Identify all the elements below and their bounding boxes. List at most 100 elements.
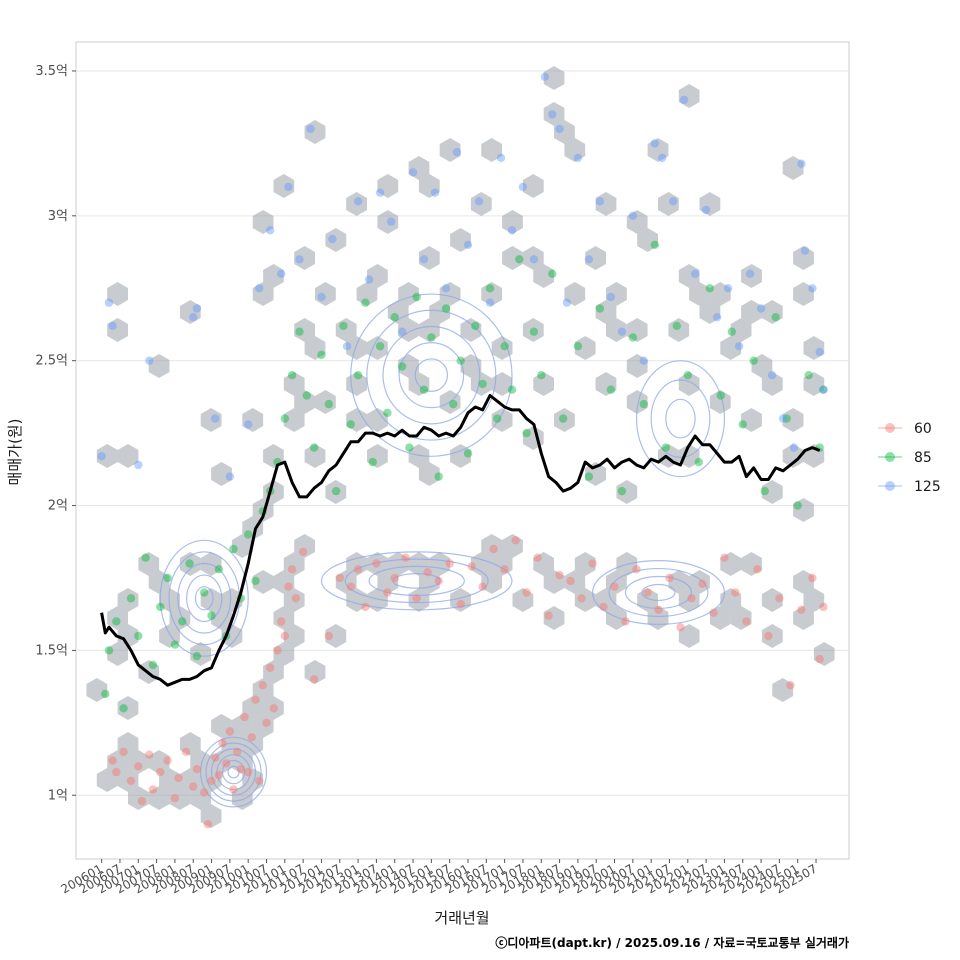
point-85 <box>324 399 333 409</box>
point-60 <box>163 756 172 765</box>
hexbin-cell <box>678 84 700 108</box>
point-125 <box>595 197 605 206</box>
point-60 <box>280 631 289 641</box>
point-60 <box>255 776 264 785</box>
hexbin-cell <box>325 624 347 648</box>
point-125 <box>540 72 550 82</box>
point-125 <box>134 460 143 470</box>
point-60 <box>277 617 286 626</box>
hexbin-cell <box>418 318 440 342</box>
density-contour <box>635 360 726 478</box>
point-60 <box>229 785 238 794</box>
point-60 <box>687 594 696 603</box>
point-60 <box>233 747 242 756</box>
point-60 <box>577 594 586 603</box>
hexbin-cell <box>741 264 762 288</box>
point-125 <box>317 292 326 302</box>
hexbin-cell <box>512 588 534 612</box>
hexbin-cell <box>304 120 326 144</box>
point-125 <box>266 226 275 235</box>
point-125 <box>306 124 315 134</box>
hexbin-cell <box>294 534 315 558</box>
hexbin-cell <box>252 678 274 702</box>
hexbin-cell <box>211 606 232 630</box>
legend: 60 85 125 <box>878 421 941 495</box>
hexbin-cell <box>626 390 648 414</box>
point-125 <box>284 182 293 192</box>
hexbin-cell <box>252 714 274 738</box>
hexbin-cell <box>263 444 284 468</box>
hexbin-cell <box>273 174 295 198</box>
y-tick-label: 3.5억 <box>35 64 68 79</box>
hexbin-cell <box>522 246 544 270</box>
density-contour <box>320 551 513 611</box>
point-125 <box>701 205 711 215</box>
point-85 <box>390 313 399 322</box>
point-60 <box>262 718 271 727</box>
point-85 <box>148 660 158 670</box>
hexbin-cell <box>533 552 554 576</box>
hexbin-cell <box>408 588 430 612</box>
hexbin-cell <box>377 174 399 198</box>
point-85 <box>471 321 480 331</box>
point-125 <box>745 269 755 278</box>
point-60 <box>544 611 553 620</box>
point-60 <box>112 767 121 777</box>
point-125 <box>97 452 106 461</box>
point-60 <box>269 704 278 713</box>
hexbin-cell <box>304 660 326 684</box>
hexbin-cell <box>148 354 170 378</box>
hexbin-cell <box>689 282 710 306</box>
point-85 <box>251 576 260 586</box>
hexbin-cell <box>709 282 731 306</box>
point-60 <box>203 820 213 829</box>
density-contour <box>382 325 481 425</box>
hexbin-cell <box>117 624 139 648</box>
hexbin-cell <box>595 192 617 216</box>
point-60 <box>346 582 355 591</box>
hexbin-cell <box>626 354 648 378</box>
point-85 <box>493 414 502 423</box>
scatter-points <box>97 72 828 829</box>
hexbin-cell <box>699 300 721 324</box>
point-60 <box>244 767 253 777</box>
hexbin-cell <box>346 408 367 432</box>
hexbin-cell <box>367 552 388 576</box>
point-125 <box>295 255 304 264</box>
hexbin-cell <box>481 534 503 558</box>
point-85 <box>441 304 451 313</box>
y-tick-label: 2억 <box>48 499 68 514</box>
point-85 <box>214 565 224 574</box>
hexbin-cell <box>678 624 700 648</box>
hexbin-cell <box>626 210 648 234</box>
hexbin-cell <box>574 552 596 576</box>
point-60 <box>222 759 231 768</box>
point-85 <box>449 399 458 409</box>
point-125 <box>778 414 788 423</box>
point-60 <box>126 776 136 785</box>
point-125 <box>767 371 777 380</box>
point-125 <box>108 321 117 331</box>
point-60 <box>390 573 399 583</box>
hexbin-cell <box>252 282 274 306</box>
density-contour <box>210 748 257 796</box>
hexbin-cell <box>211 714 232 738</box>
point-125 <box>797 159 806 168</box>
hexbin-cell <box>96 444 118 468</box>
point-60 <box>632 565 641 574</box>
hexbin-cell <box>522 318 544 342</box>
hexbin-cell <box>418 246 440 270</box>
point-125 <box>192 304 202 313</box>
point-85 <box>529 327 539 336</box>
point-85 <box>661 443 670 452</box>
hexbin-cell <box>335 318 357 342</box>
point-125 <box>650 139 659 148</box>
point-60 <box>401 553 410 562</box>
hexbin-cell <box>117 444 139 468</box>
point-60 <box>445 559 454 568</box>
hexbin-cell <box>273 606 295 630</box>
hexbin-cell <box>803 336 825 360</box>
density-contour <box>350 293 513 457</box>
density-contour <box>344 558 489 604</box>
